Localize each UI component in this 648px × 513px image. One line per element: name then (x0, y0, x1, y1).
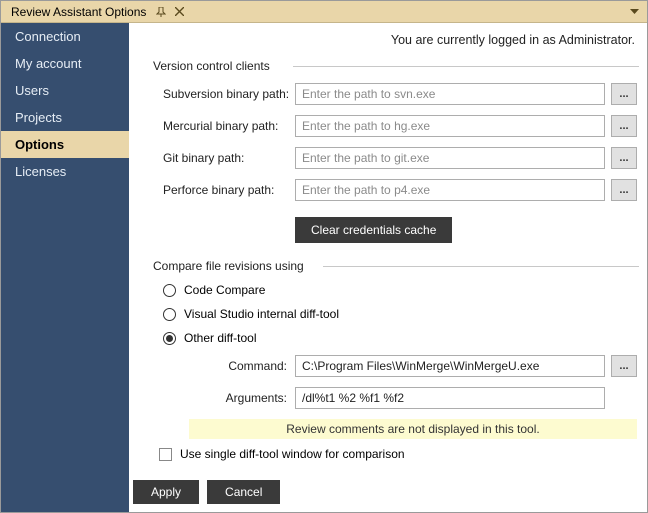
content-pane: You are currently logged in as Administr… (129, 23, 647, 512)
p4-label: Perforce binary path: (163, 183, 295, 197)
p4-input[interactable] (295, 179, 605, 201)
button-bar: Apply Cancel (133, 480, 280, 504)
clear-credentials-button[interactable]: Clear credentials cache (295, 217, 452, 243)
login-status: You are currently logged in as Administr… (129, 23, 647, 53)
sidebar-item-my-account[interactable]: My account (1, 50, 129, 77)
diff-tool-warning: Review comments are not displayed in thi… (189, 419, 637, 439)
sidebar-item-connection[interactable]: Connection (1, 23, 129, 50)
svn-input[interactable] (295, 83, 605, 105)
window-title: Review Assistant Options (5, 5, 152, 19)
hg-input[interactable] (295, 115, 605, 137)
arguments-row: Arguments: (219, 387, 637, 409)
hg-browse-button[interactable]: ... (611, 115, 637, 137)
sidebar: Connection My account Users Projects Opt… (1, 23, 129, 512)
single-window-label: Use single diff-tool window for comparis… (180, 447, 405, 461)
section-version-control: Version control clients Subversion binar… (153, 59, 637, 249)
section-compare: Compare file revisions using Code Compar… (153, 259, 637, 461)
git-label: Git binary path: (163, 151, 295, 165)
apply-button[interactable]: Apply (133, 480, 199, 504)
cancel-button[interactable]: Cancel (207, 480, 280, 504)
command-input[interactable] (295, 355, 605, 377)
checkbox-icon (159, 448, 172, 461)
radio-other-diff-tool[interactable]: Other diff-tool (163, 331, 637, 345)
hg-label: Mercurial binary path: (163, 119, 295, 133)
radio-label: Code Compare (184, 283, 265, 297)
radio-vs-internal[interactable]: Visual Studio internal diff-tool (163, 307, 637, 321)
arguments-label: Arguments: (219, 391, 295, 405)
sidebar-item-licenses[interactable]: Licenses (1, 158, 129, 185)
titlebar: Review Assistant Options (1, 1, 647, 23)
vcc-legend: Version control clients (153, 59, 637, 73)
dropdown-icon[interactable] (625, 3, 643, 21)
arguments-input[interactable] (295, 387, 605, 409)
command-label: Command: (219, 359, 295, 373)
svn-row: Subversion binary path: ... (163, 83, 637, 105)
git-row: Git binary path: ... (163, 147, 637, 169)
close-icon[interactable] (170, 3, 188, 21)
command-row: Command: ... (219, 355, 637, 377)
compare-legend: Compare file revisions using (153, 259, 637, 273)
git-browse-button[interactable]: ... (611, 147, 637, 169)
radio-icon (163, 284, 176, 297)
pin-icon[interactable] (152, 3, 170, 21)
main-area: Connection My account Users Projects Opt… (1, 23, 647, 512)
sidebar-item-projects[interactable]: Projects (1, 104, 129, 131)
other-diff-tool-form: Command: ... Arguments: (209, 355, 637, 409)
radio-icon (163, 332, 176, 345)
p4-browse-button[interactable]: ... (611, 179, 637, 201)
svn-browse-button[interactable]: ... (611, 83, 637, 105)
radio-label: Visual Studio internal diff-tool (184, 307, 339, 321)
radio-icon (163, 308, 176, 321)
diff-tool-radios: Code Compare Visual Studio internal diff… (163, 283, 637, 345)
p4-row: Perforce binary path: ... (163, 179, 637, 201)
git-input[interactable] (295, 147, 605, 169)
radio-label: Other diff-tool (184, 331, 256, 345)
sidebar-item-options[interactable]: Options (1, 131, 129, 158)
command-browse-button[interactable]: ... (611, 355, 637, 377)
radio-code-compare[interactable]: Code Compare (163, 283, 637, 297)
hg-row: Mercurial binary path: ... (163, 115, 637, 137)
single-window-checkbox-row[interactable]: Use single diff-tool window for comparis… (159, 447, 637, 461)
svn-label: Subversion binary path: (163, 87, 295, 101)
sidebar-item-users[interactable]: Users (1, 77, 129, 104)
